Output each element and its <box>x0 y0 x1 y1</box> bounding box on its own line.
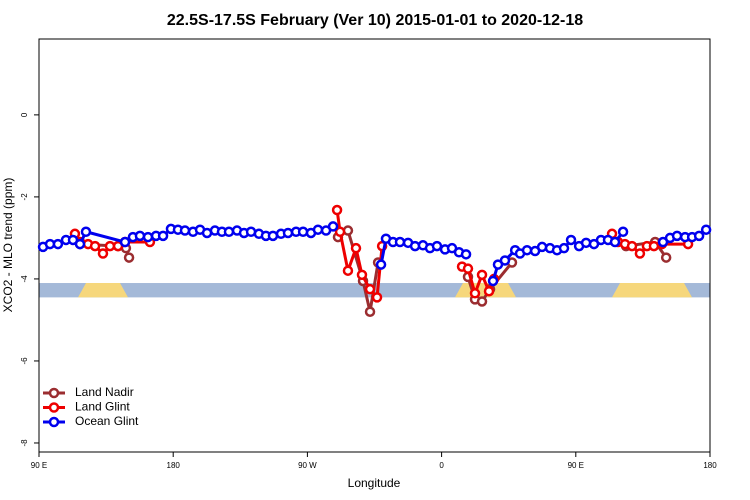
data-point <box>671 230 683 242</box>
y-tick-label: -8 <box>20 439 29 447</box>
data-point <box>375 259 387 270</box>
data-point <box>371 292 383 303</box>
data-point <box>460 249 472 260</box>
data-point <box>700 224 712 235</box>
data-point <box>97 248 109 259</box>
y-tick-label: 0 <box>20 112 29 117</box>
data-point <box>142 231 154 243</box>
data-point <box>462 263 474 274</box>
data-point <box>521 244 533 256</box>
data-point <box>350 242 362 254</box>
data-point <box>499 255 511 266</box>
data-point <box>134 230 146 242</box>
data-point <box>693 230 705 242</box>
data-point <box>648 240 660 252</box>
data-point <box>267 230 279 242</box>
data-point <box>431 240 443 252</box>
data-point <box>327 221 339 232</box>
legend-label: Land Glint <box>75 400 130 414</box>
y-tick-label: -4 <box>20 275 29 283</box>
data-point <box>179 225 191 236</box>
data-point <box>80 226 92 238</box>
data-point <box>626 240 638 252</box>
land-strip <box>612 283 692 298</box>
data-point <box>74 238 86 250</box>
data-point <box>119 236 131 248</box>
data-point <box>634 248 646 259</box>
chart-title: 22.5S-17.5S February (Ver 10) 2015-01-01… <box>167 12 583 29</box>
x-tick-label: 90 W <box>298 461 317 470</box>
legend-label: Ocean Glint <box>75 414 139 428</box>
data-point <box>52 238 64 250</box>
data-point <box>331 204 343 216</box>
x-tick-label: 90 E <box>31 461 47 470</box>
data-point <box>157 230 169 242</box>
data-point <box>487 275 499 287</box>
data-point <box>609 236 621 248</box>
data-point <box>617 226 629 238</box>
data-point <box>223 226 235 238</box>
x-tick-label: 90 E <box>568 461 584 470</box>
data-point <box>104 240 116 252</box>
data-point <box>565 234 577 246</box>
x-tick-label: 0 <box>439 461 444 470</box>
data-point <box>364 306 376 317</box>
data-point <box>342 265 354 276</box>
y-axis-label: XCO2 - MLO trend (ppm) <box>1 178 15 313</box>
data-point <box>364 283 376 295</box>
legend-label: Land Nadir <box>75 385 134 399</box>
data-point <box>476 269 488 281</box>
data-point <box>123 252 135 263</box>
legend-marker <box>48 402 60 413</box>
y-tick-label: -6 <box>20 357 29 365</box>
data-point <box>312 224 324 235</box>
data-point <box>483 285 495 297</box>
x-tick-label: 180 <box>703 461 717 470</box>
x-tick-label: 180 <box>167 461 181 470</box>
legend-marker <box>48 416 60 428</box>
legend-marker <box>48 387 60 399</box>
data-point <box>660 252 672 263</box>
data-point <box>282 227 294 239</box>
data-point <box>469 288 481 299</box>
data-point <box>356 269 368 281</box>
data-point <box>558 242 570 254</box>
data-point <box>394 236 406 248</box>
data-point <box>334 226 346 238</box>
data-point <box>476 296 488 307</box>
data-point <box>89 240 101 252</box>
x-axis-label: Longitude <box>348 476 401 490</box>
y-tick-label: -2 <box>20 193 29 201</box>
land-strip <box>78 283 128 298</box>
